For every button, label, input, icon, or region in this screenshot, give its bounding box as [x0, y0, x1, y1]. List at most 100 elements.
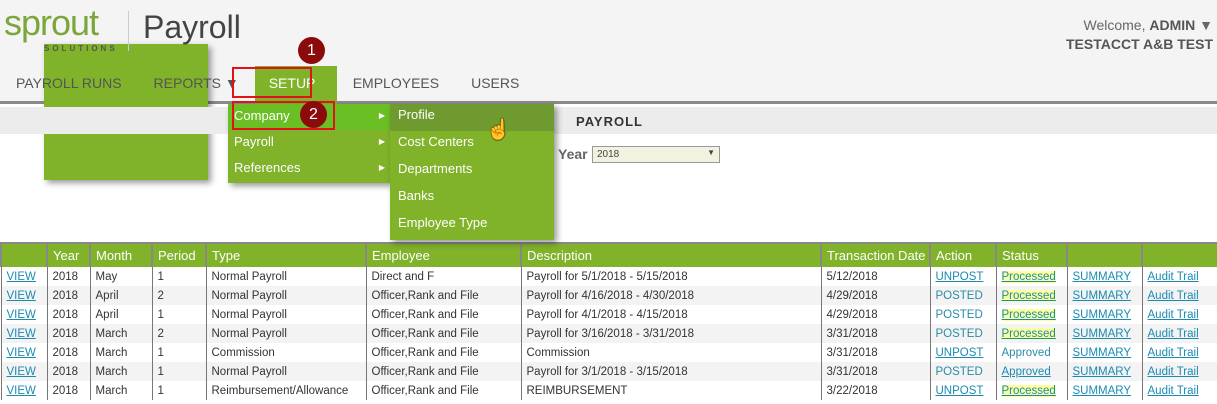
audit-trail-link[interactable]: Audit Trail [1147, 346, 1199, 359]
table-cell: Reimbursement/Allowance [205, 381, 366, 400]
audit-trail-link[interactable]: Audit Trail [1147, 365, 1199, 378]
summary-link[interactable]: SUMMARY [1072, 384, 1132, 397]
table-cell: POSTED [929, 305, 996, 324]
audit-trail-link[interactable]: Audit Trail [1147, 384, 1199, 397]
view-link[interactable]: VIEW [6, 384, 36, 397]
submenu-item-employee-type[interactable]: Employee Type [398, 215, 488, 230]
view-link[interactable]: VIEW [6, 327, 36, 340]
audit-trail-link[interactable]: Audit Trail [1147, 308, 1199, 321]
nav-employees[interactable]: EMPLOYEES [352, 75, 440, 91]
table-cell: 1 [151, 343, 206, 362]
table-cell: Audit Trail [1141, 305, 1217, 324]
status-link[interactable]: Processed [1001, 289, 1056, 302]
unpost-link[interactable]: UNPOST [935, 270, 984, 283]
table-cell: 1 [151, 267, 206, 286]
submenu-item-departments[interactable]: Departments [398, 161, 473, 176]
table-cell: 2018 [46, 286, 90, 305]
cell-text: Normal Payroll [211, 289, 287, 302]
cell-text: April [95, 289, 119, 302]
status-link[interactable]: Processed [1001, 327, 1056, 340]
nav-payroll-runs[interactable]: PAYROLL RUNS [16, 75, 122, 91]
posted-status: POSTED [935, 289, 983, 302]
cell-text: March [95, 365, 128, 378]
summary-link[interactable]: SUMMARY [1072, 327, 1132, 340]
table-cell: 3/22/2018 [820, 381, 930, 400]
table-cell: Processed [995, 305, 1067, 324]
audit-trail-link[interactable]: Audit Trail [1147, 289, 1199, 302]
audit-trail-link[interactable]: Audit Trail [1147, 270, 1199, 283]
table-cell: March [89, 324, 152, 343]
table-cell: Processed [995, 381, 1067, 400]
cell-text: 1 [157, 308, 164, 321]
summary-link[interactable]: SUMMARY [1072, 346, 1132, 359]
table-cell: Payroll for 4/16/2018 - 4/30/2018 [520, 286, 821, 305]
summary-link[interactable]: SUMMARY [1072, 270, 1132, 283]
submenu-item-profile[interactable]: Profile [390, 104, 554, 131]
status-link[interactable]: Processed [1001, 270, 1056, 283]
view-link[interactable]: VIEW [6, 289, 36, 302]
chevron-right-icon: ▶ [378, 137, 385, 146]
table-cell: SUMMARY [1066, 362, 1142, 381]
table-cell: Processed [995, 286, 1067, 305]
table-cell: March [89, 362, 152, 381]
posted-status: POSTED [935, 327, 983, 340]
cell-text: April [95, 308, 119, 321]
unpost-link[interactable]: UNPOST [935, 384, 984, 397]
cell-text: Reimbursement/Allowance [211, 384, 349, 397]
table-cell: Approved [995, 362, 1067, 381]
summary-link[interactable]: SUMMARY [1072, 308, 1132, 321]
app-title: Payroll [143, 9, 241, 45]
table-cell: SUMMARY [1066, 305, 1142, 324]
column-header: Month [89, 242, 152, 267]
nav-users[interactable]: USERS [471, 75, 520, 91]
cell-text: 2018 [52, 365, 79, 378]
view-link[interactable]: VIEW [6, 308, 36, 321]
table-cell: Payroll for 5/1/2018 - 5/15/2018 [520, 267, 821, 286]
cell-text: 1 [157, 270, 164, 283]
cell-text: Payroll for 3/16/2018 - 3/31/2018 [526, 327, 695, 340]
summary-link[interactable]: SUMMARY [1072, 289, 1132, 302]
sprout-logo[interactable]: sprout SOLUTIONS [2, 4, 208, 180]
submenu-item-cost-centers[interactable]: Cost Centers [398, 134, 474, 149]
status-link[interactable]: Processed [1001, 384, 1056, 397]
table-cell: 2018 [46, 324, 90, 343]
table-cell: 2018 [46, 362, 90, 381]
menu-item-payroll[interactable]: Payroll ▶ [228, 130, 390, 156]
view-link[interactable]: VIEW [6, 270, 36, 283]
table-row: VIEW 2018 April 2 Normal Payroll Officer,Rank… [0, 286, 1217, 305]
cell-text: March [95, 327, 128, 340]
user-name: ADMIN [1149, 17, 1196, 33]
table-cell: 1 [151, 305, 206, 324]
unpost-link[interactable]: UNPOST [935, 346, 984, 359]
table-cell: April [89, 286, 152, 305]
submenu-item-banks[interactable]: Banks [398, 188, 435, 203]
table-cell: 2018 [46, 343, 90, 362]
table-cell: 1 [151, 362, 206, 381]
user-menu[interactable]: Welcome, ADMIN ▼ TESTACCT A&B TEST [1066, 17, 1213, 52]
view-link[interactable]: VIEW [6, 365, 36, 378]
table-cell: 4/29/2018 [820, 286, 930, 305]
table-cell: Audit Trail [1141, 324, 1217, 343]
status-link[interactable]: Approved [1001, 365, 1051, 378]
cell-text: Commission [526, 346, 590, 359]
table-cell: Officer,Rank and File [365, 286, 521, 305]
nav-reports[interactable]: REPORTS ▼ [153, 75, 239, 91]
cell-text: 2018 [52, 270, 79, 283]
audit-trail-link[interactable]: Audit Trail [1147, 327, 1199, 340]
year-select[interactable]: 2018 ▼ [592, 146, 720, 163]
summary-link[interactable]: SUMMARY [1072, 365, 1132, 378]
table-cell: Normal Payroll [205, 267, 366, 286]
status-link[interactable]: Processed [1001, 308, 1056, 321]
cell-text: 2 [157, 327, 164, 340]
view-link[interactable]: VIEW [6, 346, 36, 359]
divider [128, 11, 129, 51]
cell-text: 5/12/2018 [826, 270, 878, 283]
annotation-box-company [232, 101, 335, 130]
menu-item-references[interactable]: References ▶ [228, 156, 390, 182]
payroll-table: Year Month Period Type Employee Description Tr… [0, 242, 1217, 400]
posted-status: POSTED [935, 365, 983, 378]
table-cell: VIEW [0, 267, 47, 286]
table-cell: Officer,Rank and File [365, 343, 521, 362]
table-cell: UNPOST [929, 267, 996, 286]
column-header: Employee [365, 242, 521, 267]
